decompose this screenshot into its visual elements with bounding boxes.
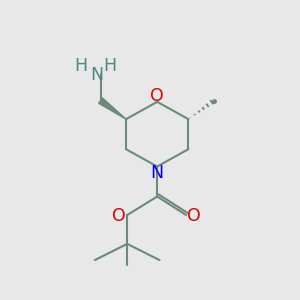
Text: H: H (74, 58, 88, 76)
Text: O: O (112, 207, 126, 225)
Text: O: O (187, 207, 201, 225)
Text: H: H (103, 58, 116, 76)
Polygon shape (99, 98, 126, 119)
Text: N: N (91, 66, 104, 84)
Text: N: N (151, 164, 164, 182)
Text: O: O (150, 87, 164, 105)
